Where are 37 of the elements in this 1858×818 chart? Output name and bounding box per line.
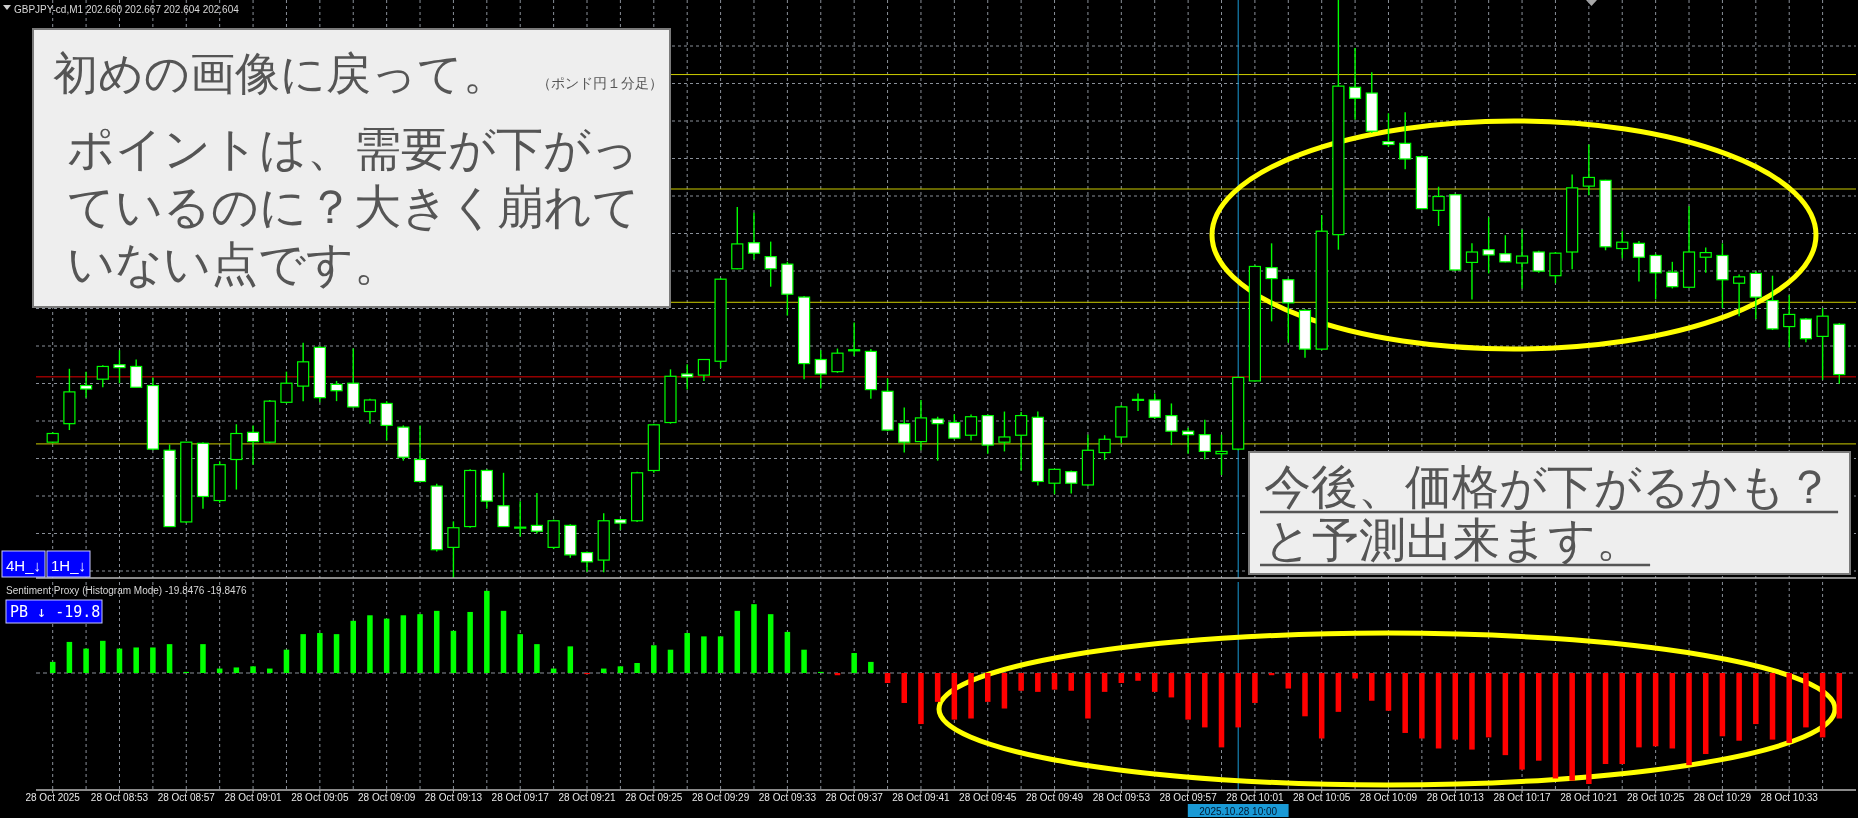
x-tick-label: 28 Oct 10:25 (1627, 792, 1685, 803)
x-tick-label: 28 Oct 10:33 (1760, 792, 1819, 803)
x-tick-label: 28 Oct 10:09 (1359, 792, 1418, 803)
x-tick-label: 28 Oct 09:13 (424, 792, 483, 803)
chart-title: GBPJPY-cd,M1 202.660 202.667 202.604 202.604 (14, 4, 240, 15)
x-tick-label: 28 Oct 09:05 (291, 792, 349, 803)
annotation: 4H_↓ (6, 557, 42, 574)
chart-title: Sentiment Proxy (Histogram Mode) -19.8476 -19.8476 (6, 585, 248, 596)
x-tick-label: 28 Oct 10:21 (1560, 792, 1618, 803)
annotation: 1H_↓ (51, 557, 87, 574)
x-tick-label: 28 Oct 09:49 (1025, 792, 1084, 803)
x-tick-label: 28 Oct 10:13 (1426, 792, 1485, 803)
annotation: ポイントは、需要が下がっているのに？大きく崩れていない点です。 (67, 121, 640, 291)
x-tick-label: 28 Oct 08:57 (157, 792, 216, 803)
x-tick-label: 28 Oct 09:21 (558, 792, 617, 803)
ref-line-label: 2025.10.28 10:00 (1199, 805, 1278, 817)
x-tick-label: 28 Oct 09:45 (959, 792, 1017, 803)
x-tick-label: 28 Oct 08:53 (90, 792, 149, 803)
x-tick-label: 28 Oct 10:01 (1226, 792, 1284, 803)
x-tick-label: 28 Oct 10:05 (1293, 792, 1351, 803)
x-tick-label: 28 Oct 09:53 (1092, 792, 1151, 803)
x-tick-label: 28 Oct 09:17 (491, 792, 550, 803)
x-tick-label: 28 Oct 09:29 (691, 792, 750, 803)
x-tick-label: 28 Oct 09:37 (825, 792, 884, 803)
x-tick-label: 28 Oct 09:57 (1159, 792, 1218, 803)
x-tick-label: 28 Oct 10:29 (1693, 792, 1752, 803)
x-tick-label: 28 Oct 09:25 (625, 792, 683, 803)
x-tick-label: 28 Oct 09:09 (358, 792, 416, 803)
x-tick-label: 28 Oct 09:41 (892, 792, 951, 803)
annotation: PB ↓ -19.8 (10, 603, 101, 621)
x-tick-label: 28 Oct 09:33 (758, 792, 817, 803)
x-tick-label: 28 Oct 09:01 (224, 792, 283, 803)
x-tick-label: 28 Oct 10:17 (1493, 792, 1552, 803)
annotation: 初めの画像に戻って。 (53, 47, 508, 100)
annotation: （ポンド円１分足） (537, 75, 663, 91)
x-tick-label: 28 Oct 2025 (25, 792, 81, 803)
annotation: 今後、価格が下がるかも？と予測出来ます。 (1264, 459, 1833, 567)
